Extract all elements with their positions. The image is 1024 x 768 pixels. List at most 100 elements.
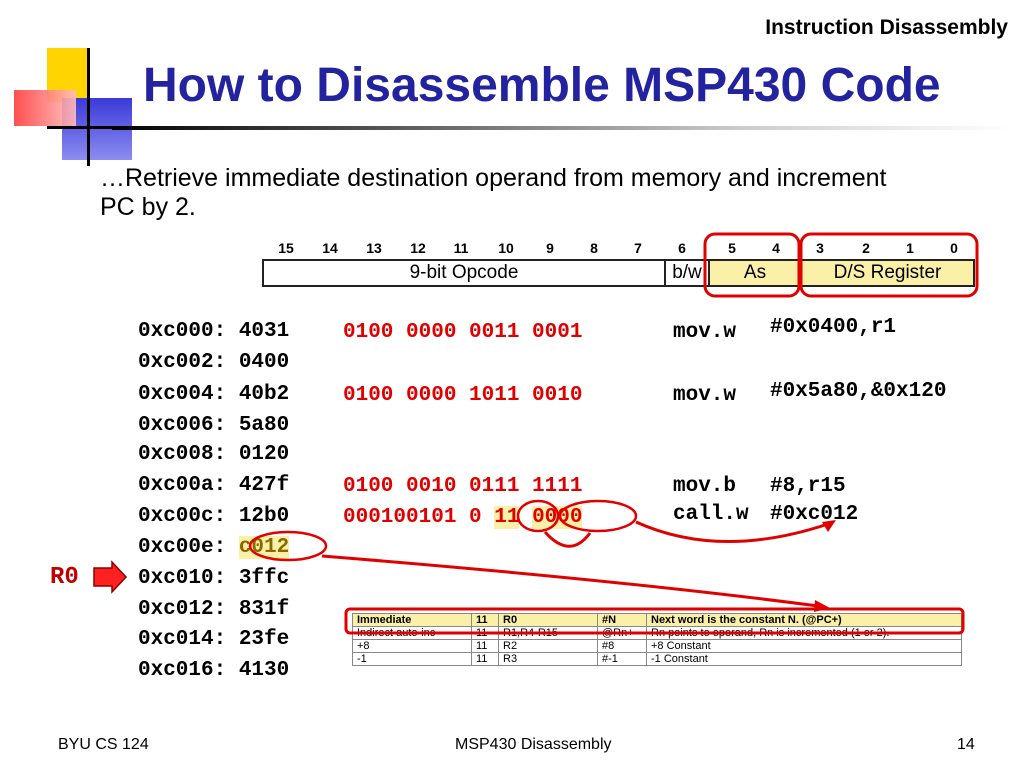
listing-line: 0xc00c: 12b0 (138, 502, 289, 532)
register: R2 (498, 639, 598, 653)
mnemonic: mov.w (673, 321, 737, 344)
table-row: +8 11 R2 #8 +8 Constant (352, 639, 962, 653)
slide-number: 14 (957, 736, 975, 753)
description: +8 Constant (646, 639, 962, 653)
listing-line: 0xc006: 5a80 (138, 411, 289, 441)
mnemonic: mov.w (673, 384, 737, 407)
title-divider (112, 126, 1012, 130)
binary-decoding: 0100 0000 0011 0001 (343, 321, 583, 344)
bit-number: 5 (728, 240, 736, 256)
syntax: @Rn+ (597, 626, 647, 640)
corner-decoration (0, 40, 140, 170)
listing-line: 0xc004: 40b2 (138, 380, 289, 410)
bullet-text: …Retrieve immediate destination operand … (100, 164, 887, 221)
mode-name: Indirect auto-inc (352, 626, 472, 640)
word-value: 5a80 (238, 414, 290, 437)
operand: #0xc012 (770, 503, 859, 526)
listing-line: 0xc010: 3ffc (138, 564, 289, 594)
address: 0xc006: (138, 414, 227, 437)
address: 0xc010: (138, 567, 227, 590)
listing-line: 0xc000: 4031 (138, 317, 289, 347)
bit-number: 4 (772, 240, 780, 256)
bit-number: 8 (590, 240, 598, 256)
listing-line: 0xc016: 4130 (138, 656, 289, 686)
address: 0xc000: (138, 320, 227, 343)
addressing-mode-table: Immediate 11 R0 #N Next word is the cons… (352, 613, 962, 666)
register: R3 (498, 652, 598, 666)
binary-reg-bits: 0000 (532, 506, 583, 529)
address: 0xc00a: (138, 474, 227, 497)
listing-line: 0xc008: 0120 (138, 440, 289, 470)
listing-line: 0xc012: 831f (138, 595, 289, 625)
as-bits: 11 (471, 626, 499, 640)
section-header: Instruction Disassembly (765, 16, 1008, 39)
as-to-reg-arrow (543, 530, 592, 548)
footer-title: MSP430 Disassembly (455, 736, 612, 753)
operand: #8,r15 (770, 475, 846, 498)
bit-number: 14 (322, 240, 338, 256)
bit-number: 1 (906, 240, 914, 256)
register: R0 (498, 613, 598, 627)
binary-decoding: 000100101 0 11 0000 (343, 506, 583, 529)
listing-line: 0xc00e: c012 (138, 533, 290, 563)
word-value: 427f (238, 474, 290, 497)
ds-register-field: D/S Register (800, 259, 975, 287)
operand: #0x0400,r1 (770, 316, 897, 339)
listing-line: 0xc014: 23fe (138, 625, 289, 655)
address: 0xc014: (138, 628, 227, 651)
address: 0xc016: (138, 659, 227, 682)
address: 0xc002: (138, 351, 227, 374)
word-value: 0400 (238, 351, 290, 374)
listing-line: 0xc00a: 427f (138, 471, 289, 501)
address: 0xc008: (138, 443, 227, 466)
description: -1 Constant (646, 652, 962, 666)
slide-title: How to Disassemble MSP430 Code (143, 59, 941, 112)
opcode-field: 9-bit Opcode (262, 259, 666, 287)
bw-field: b/w (664, 259, 710, 287)
mnemonic: mov.b (673, 475, 737, 498)
table-row: -1 11 R3 #-1 -1 Constant (352, 652, 962, 666)
pc-arrow-icon (93, 560, 128, 594)
mnemonic: call.w (673, 503, 749, 526)
binary-decoding: 0100 0000 1011 0010 (343, 384, 583, 407)
pc-register-label: R0 (50, 564, 79, 591)
bit-number: 10 (498, 240, 514, 256)
mode-name: Immediate (352, 613, 472, 627)
table-row: Immediate 11 R0 #N Next word is the cons… (352, 613, 962, 627)
word-value: 40b2 (238, 383, 290, 406)
operand: #0x5a80,&0x120 (770, 380, 947, 403)
bit-number: 7 (634, 240, 642, 256)
word-value: c012 (238, 536, 290, 559)
as-bits: 11 (471, 652, 499, 666)
instruction-format-table: 9-bit Opcode b/w As D/S Register (262, 259, 975, 287)
bit-number: 13 (366, 240, 382, 256)
bit-number: 11 (453, 240, 469, 256)
description: Rn points to operand, Rn is incremented … (646, 626, 962, 640)
word-value: 4031 (238, 320, 290, 343)
syntax: #N (597, 613, 647, 627)
binary-as-bits: 11 (494, 506, 520, 529)
word-value: 12b0 (238, 505, 290, 528)
word-value: 3ffc (238, 567, 290, 590)
binary-opcode-bits: 000100101 0 (343, 506, 482, 529)
address: 0xc00c: (138, 505, 227, 528)
mode-name: +8 (352, 639, 472, 653)
bit-number: 9 (546, 240, 554, 256)
as-field: As (708, 259, 802, 287)
mode-name: -1 (352, 652, 472, 666)
address: 0xc00e: (138, 536, 227, 559)
bit-number: 15 (278, 240, 294, 256)
bit-number: 0 (950, 240, 958, 256)
word-value: 4130 (238, 659, 290, 682)
as-bits: 11 (471, 613, 499, 627)
description: Next word is the constant N. (@PC+) (646, 613, 962, 627)
table-row: Indirect auto-inc 11 R1,R4-R15 @Rn+ Rn p… (352, 626, 962, 640)
syntax: #-1 (597, 652, 647, 666)
as-bits: 11 (471, 639, 499, 653)
c012-to-table-arrow (321, 554, 819, 608)
bit-number: 6 (678, 240, 686, 256)
listing-line: 0xc002: 0400 (138, 348, 289, 378)
register: R1,R4-R15 (498, 626, 598, 640)
footer-course: BYU CS 124 (58, 736, 149, 753)
bit-number: 3 (816, 240, 824, 256)
